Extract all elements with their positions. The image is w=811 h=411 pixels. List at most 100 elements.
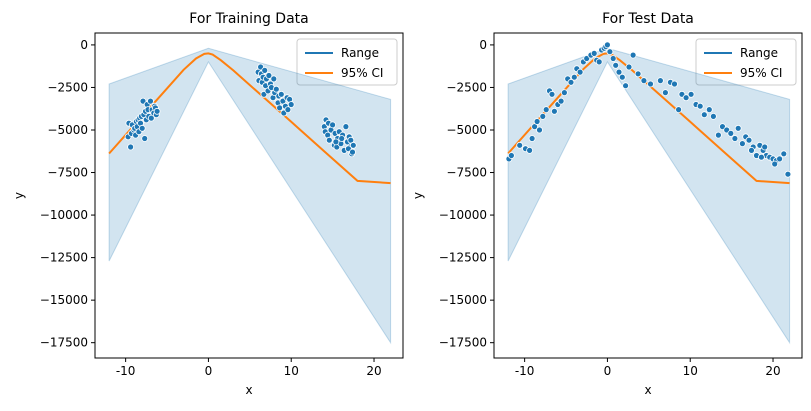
data-point [349,148,356,156]
y-tick-label: −10000 [439,208,487,222]
data-point [625,63,633,71]
data-point [675,106,682,113]
data-point [696,102,704,110]
data-point [595,58,603,66]
data-point [609,55,617,62]
data-point [533,118,541,125]
y-tick-label: −12500 [40,251,88,265]
data-point [700,111,708,119]
x-tick-label: 20 [366,364,381,378]
data-point [570,73,578,81]
data-point [745,136,753,144]
data-point [261,67,269,74]
y-axis-label: y [411,192,425,199]
data-point [349,141,357,149]
data-point [776,155,783,163]
data-point [265,72,273,79]
y-tick-label: −2500 [446,80,487,94]
x-tick-label: 0 [205,364,213,378]
data-point [272,85,280,93]
data-point [622,82,629,90]
data-point [342,123,350,130]
x-tick-label: 10 [284,364,299,378]
data-point [276,104,284,112]
data-point [671,80,678,88]
data-point [551,107,558,115]
data-point [715,131,722,139]
data-point [662,89,669,96]
x-tick-label: -10 [515,364,535,378]
data-point [618,73,626,81]
legend-label-range: Range [341,46,379,60]
data-point [567,78,575,86]
data-point [784,170,792,178]
y-tick-label: −17500 [40,336,88,350]
data-point [138,124,146,132]
data-point [629,51,637,59]
data-point [606,48,614,56]
data-point [277,90,285,98]
data-point [748,146,755,154]
y-tick-label: −15000 [439,293,487,307]
data-point [507,152,515,159]
data-point [780,150,788,158]
x-tick-label: 0 [604,364,612,378]
y-tick-label: −10000 [40,208,88,222]
data-point [557,97,565,105]
data-point [332,138,340,146]
data-point [758,153,765,161]
y-tick-label: −7500 [47,166,88,180]
data-point [734,124,742,132]
data-point [561,89,568,96]
data-point [612,61,620,69]
data-point [590,50,598,57]
data-point [657,77,664,84]
confidence-band [108,47,392,345]
ci-line [108,52,391,185]
data-point [147,97,154,105]
data-point [548,90,556,98]
x-tick-label: 10 [683,364,698,378]
plot-frame [94,32,404,359]
data-point [615,68,623,76]
chart-panel-test: For Test Data x y -10 0 10 20 0 −2500 −5000 −75… [411,11,803,397]
data-point [761,143,769,151]
data-point [727,129,735,137]
data-point [710,113,717,120]
y-axis-label: y [12,192,26,199]
chart-title: For Training Data [189,11,308,27]
data-point [270,75,278,83]
data-point [539,113,547,120]
data-point [687,90,695,98]
y-tick-label: −5000 [446,123,487,137]
data-point [141,135,149,142]
data-point [739,140,746,148]
data-point [682,94,690,102]
data-point [604,41,611,49]
data-point [542,106,550,113]
x-axis-label: x [644,383,651,397]
x-tick-label: -10 [116,364,136,378]
data-point [528,135,536,142]
y-tick-label: 0 [80,38,88,52]
data-point [536,126,543,134]
y-tick-label: −17500 [439,336,487,350]
data-point [127,143,135,151]
y-tick-label: −7500 [446,166,487,180]
data-point [516,141,524,149]
data-point [640,77,648,84]
data-point [576,68,584,76]
data-point [647,80,654,88]
legend-label-ci: 95% CI [341,66,383,80]
y-tick-label: −15000 [40,293,88,307]
data-point [325,136,333,144]
data-point [329,121,337,129]
data-point [153,107,161,115]
y-tick-label: −5000 [47,123,88,137]
data-point [771,160,779,168]
data-point [287,101,295,108]
x-axis-label: x [245,383,252,397]
data-point [284,106,292,113]
data-point [634,70,642,78]
